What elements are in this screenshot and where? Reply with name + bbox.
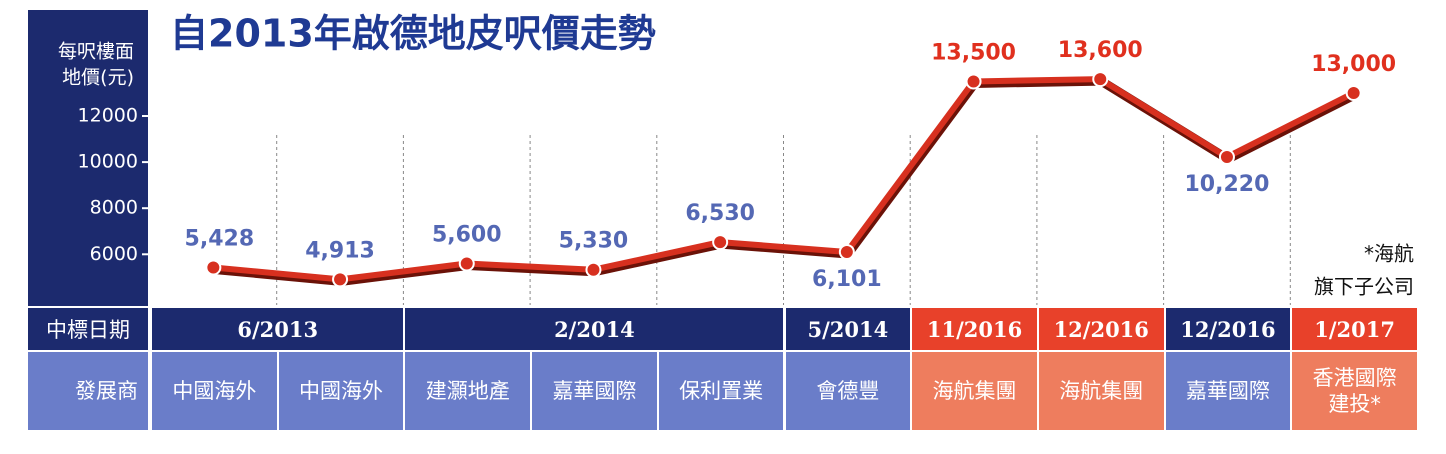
developer-cell: 海航集團	[912, 352, 1037, 430]
y-axis-label: 地價(元)	[62, 67, 134, 89]
value-label: 5,600	[432, 223, 502, 248]
point	[1345, 84, 1362, 101]
point	[1218, 149, 1235, 166]
y-tick-label: 6000	[90, 243, 138, 265]
date-cell: 12/2016	[1038, 308, 1164, 350]
note: *海航	[1364, 242, 1414, 266]
developer-cell: 建灝地產	[405, 352, 531, 430]
point	[1092, 71, 1109, 88]
point	[205, 259, 222, 276]
value-label: 5,330	[559, 229, 629, 254]
date-cell: 12/2016	[1165, 308, 1291, 350]
developer-cell: 中國海外	[278, 352, 404, 430]
y-tick-label: 12000	[78, 105, 138, 127]
row-label: 發展商	[28, 352, 148, 430]
date-cell: 11/2016	[912, 308, 1037, 350]
y-tick-label: 8000	[90, 197, 138, 219]
date-cell: 5/2014	[785, 308, 911, 350]
line	[213, 76, 1356, 283]
y-axis-label: 每呎樓面	[58, 41, 134, 63]
point	[585, 261, 602, 278]
value-label: 13,000	[1311, 52, 1396, 77]
row-label: 中標日期	[28, 308, 148, 350]
axis-panel	[28, 10, 148, 306]
developer-cell: 嘉華國際	[532, 352, 657, 430]
value-label: 6,101	[812, 267, 882, 292]
date-cell: 2/2014	[405, 308, 784, 350]
note: 旗下子公司	[1314, 275, 1414, 299]
point	[838, 243, 855, 260]
value-label: 5,428	[185, 226, 255, 251]
developer-cell: 香港國際建投*	[1292, 352, 1417, 430]
developer-cell: 中國海外	[152, 352, 277, 430]
value-label: 13,600	[1058, 38, 1143, 63]
value-label: 10,220	[1184, 172, 1269, 197]
y-tick-label: 10000	[78, 151, 138, 173]
chart-title: 自2013年啟德地皮呎價走勢	[170, 12, 656, 56]
developer-cell: 會德豐	[785, 352, 911, 430]
developer-cell: 保利置業	[658, 352, 784, 430]
value-label: 6,530	[685, 201, 755, 226]
developer-cell: 海航集團	[1038, 352, 1164, 430]
developer-cell: 嘉華國際	[1165, 352, 1291, 430]
value-label: 4,913	[305, 238, 375, 263]
point	[458, 255, 475, 272]
value-label: 13,500	[931, 40, 1016, 65]
point	[332, 271, 349, 288]
point	[712, 234, 729, 251]
date-cell: 1/2017	[1292, 308, 1417, 350]
point	[965, 73, 982, 90]
date-cell: 6/2013	[152, 308, 404, 350]
